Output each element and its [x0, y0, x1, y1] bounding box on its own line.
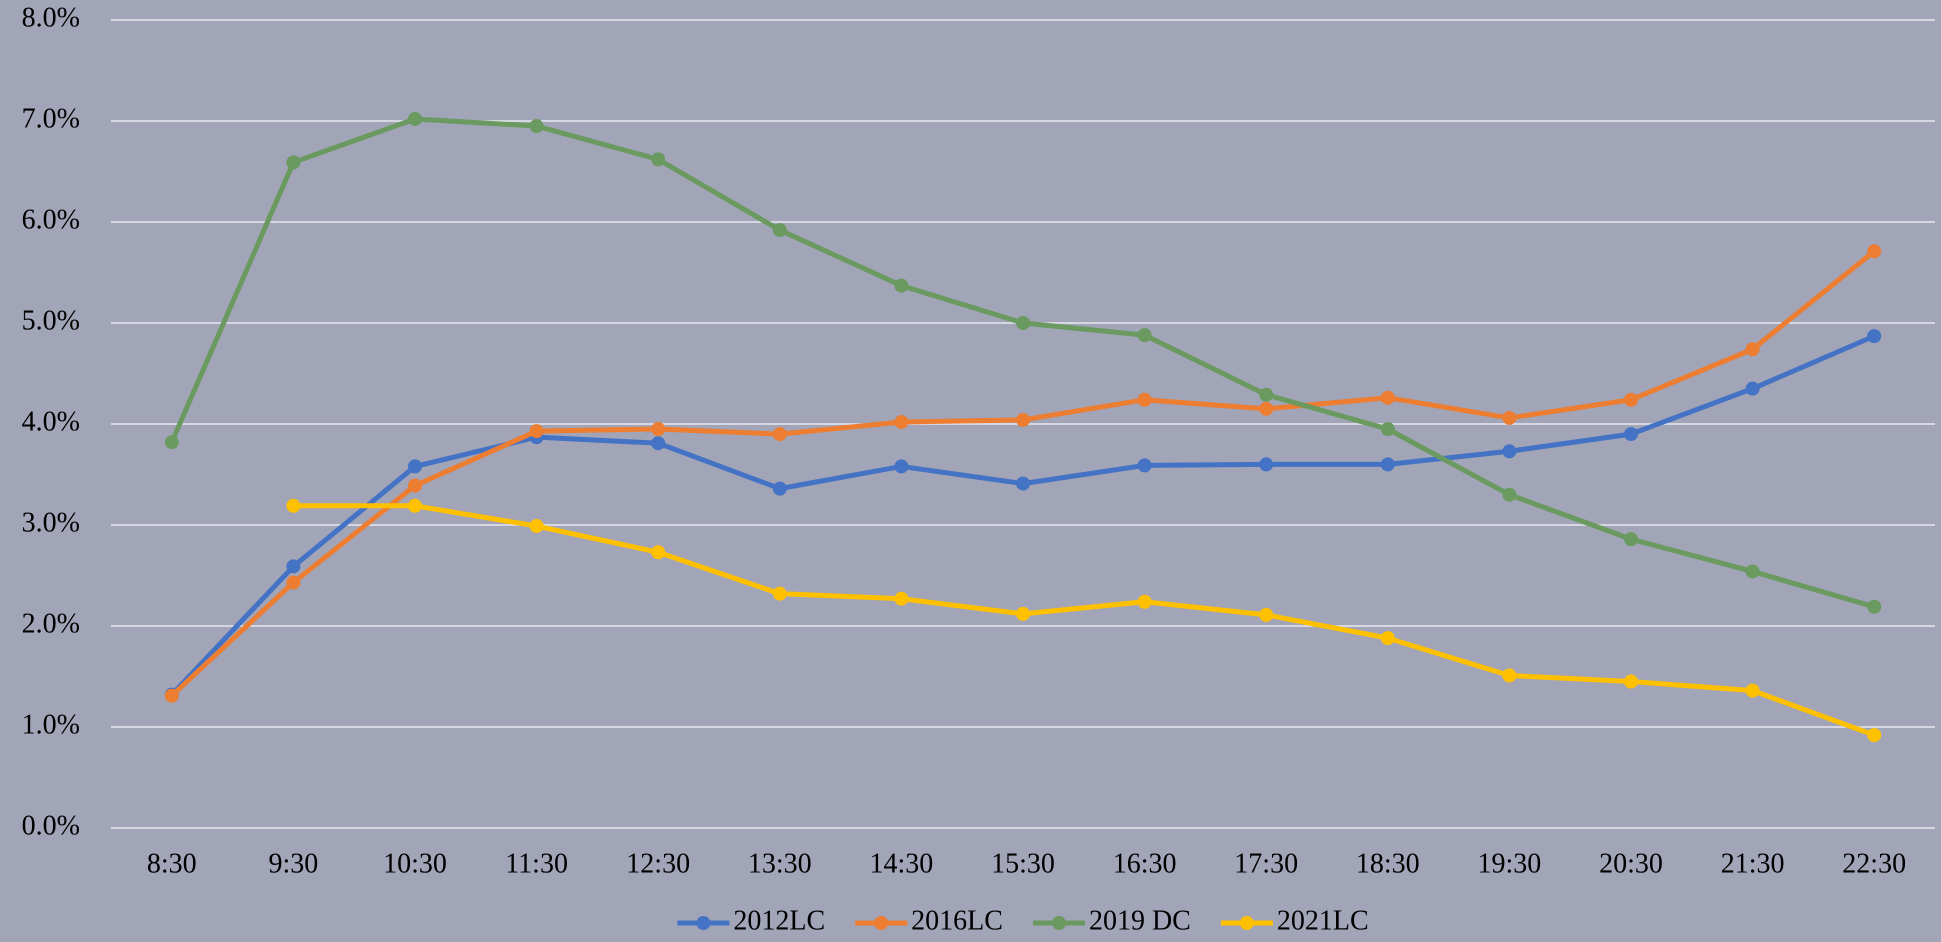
legend-marker	[1051, 916, 1066, 930]
data-point	[1867, 244, 1882, 259]
data-point	[1867, 728, 1882, 743]
data-point	[1867, 599, 1882, 614]
data-point	[894, 414, 909, 429]
data-point	[894, 591, 909, 606]
data-point	[1745, 683, 1760, 698]
data-point	[651, 436, 666, 451]
data-point	[1137, 328, 1152, 343]
data-point	[1016, 316, 1030, 330]
data-point	[286, 498, 301, 513]
data-point	[286, 155, 301, 170]
series-line	[169, 333, 1876, 697]
data-point	[651, 422, 666, 437]
data-point	[1380, 631, 1395, 646]
x-tick-label: 12:30	[626, 848, 690, 879]
data-point	[1137, 458, 1152, 473]
x-tick-label: 15:30	[991, 848, 1055, 879]
legend-label: 2016LC	[911, 905, 1003, 936]
data-point	[286, 559, 301, 574]
series-line	[293, 503, 1876, 738]
data-point	[1259, 457, 1274, 472]
legend: 2012LC 2016LC 2019 DC 2021LC	[677, 905, 1369, 936]
data-point	[1016, 476, 1030, 491]
data-point	[651, 152, 666, 167]
legend-marker	[874, 916, 889, 930]
data-point	[1380, 457, 1395, 472]
series-line	[169, 116, 1875, 610]
data-point	[164, 688, 179, 703]
x-tick-label: 9:30	[269, 848, 319, 879]
x-tick-label: 21:30	[1721, 848, 1785, 879]
x-tick-label: 13:30	[748, 848, 812, 879]
data-point	[651, 545, 666, 560]
legend-label: 2021LC	[1277, 905, 1369, 936]
legend-marker	[1239, 916, 1254, 930]
data-point	[1137, 392, 1152, 407]
data-point	[1016, 606, 1030, 621]
data-point	[1624, 532, 1638, 547]
x-tick-label: 8:30	[147, 848, 197, 879]
data-point	[1259, 387, 1274, 402]
y-tick-label: 4.0%	[22, 406, 80, 437]
data-point	[408, 478, 422, 493]
data-point	[1259, 401, 1274, 416]
data-point	[529, 119, 544, 134]
data-point	[1502, 487, 1517, 502]
x-tick-label: 14:30	[870, 848, 934, 879]
y-tick-label: 3.0%	[22, 507, 80, 538]
x-tick-label: 16:30	[1113, 848, 1177, 879]
y-tick-label: 6.0%	[22, 204, 80, 235]
data-point	[1380, 390, 1395, 405]
data-point	[529, 519, 544, 534]
data-point	[1259, 607, 1274, 622]
x-tick-label: 17:30	[1234, 848, 1298, 879]
data-point	[529, 424, 544, 439]
legend-label: 2012LC	[733, 905, 825, 936]
data-point	[1745, 564, 1760, 579]
data-point	[408, 459, 422, 474]
data-point	[1502, 410, 1517, 425]
data-point	[286, 575, 301, 590]
legend-marker	[696, 916, 711, 930]
data-point	[408, 111, 422, 126]
data-point	[1867, 329, 1882, 344]
data-point	[772, 427, 787, 442]
y-tick-label: 0.0%	[22, 810, 80, 841]
y-tick-label: 7.0%	[22, 103, 80, 134]
data-point	[408, 498, 422, 513]
data-point	[772, 481, 787, 496]
data-point	[1745, 381, 1760, 396]
x-tick-label: 19:30	[1478, 848, 1542, 879]
x-tick-label: 18:30	[1356, 848, 1420, 879]
data-point	[772, 223, 787, 238]
data-point	[1624, 674, 1638, 689]
data-point	[1016, 412, 1030, 427]
y-tick-label: 1.0%	[22, 709, 80, 740]
data-point	[772, 586, 787, 601]
x-tick-label: 11:30	[505, 848, 568, 879]
y-tick-label: 5.0%	[22, 305, 80, 336]
y-tick-label: 8.0%	[22, 2, 80, 33]
data-point	[894, 459, 909, 474]
data-point	[894, 278, 909, 293]
data-point	[1624, 392, 1638, 407]
data-point	[1745, 342, 1760, 357]
legend-label: 2019 DC	[1089, 905, 1191, 936]
x-tick-label: 20:30	[1599, 848, 1663, 879]
data-point	[164, 435, 179, 450]
data-point	[1137, 594, 1152, 609]
data-point	[1502, 668, 1517, 683]
x-tick-label: 22:30	[1842, 848, 1906, 879]
y-tick-label: 2.0%	[22, 608, 80, 639]
data-point	[1624, 427, 1638, 442]
data-point	[1380, 422, 1395, 437]
data-point	[1502, 444, 1517, 459]
x-tick-label: 10:30	[383, 848, 447, 879]
